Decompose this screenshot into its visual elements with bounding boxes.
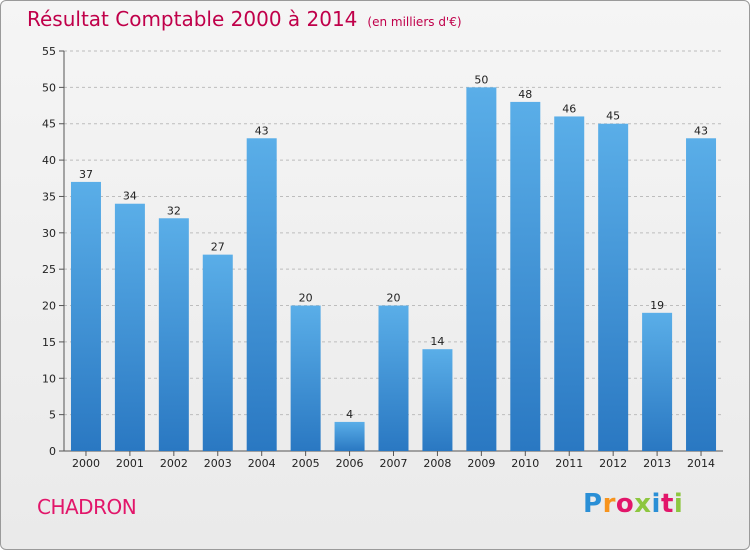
x-tick-label: 2003 (204, 457, 232, 470)
x-tick-label: 2008 (423, 457, 451, 470)
x-tick-label: 2005 (292, 457, 320, 470)
value-label-2010: 48 (518, 88, 532, 101)
y-tick-label: 25 (42, 263, 56, 276)
value-label-2000: 37 (79, 168, 93, 181)
x-tick-label: 2010 (511, 457, 539, 470)
value-label-2006: 4 (346, 408, 353, 421)
bar-2005 (290, 305, 321, 451)
y-tick-label: 55 (42, 45, 56, 58)
commune-name: CHADRON (37, 495, 137, 519)
bar-2001 (114, 203, 145, 451)
value-label-2003: 27 (211, 241, 225, 254)
value-label-2014: 43 (694, 124, 708, 137)
y-tick-label: 20 (42, 300, 56, 313)
x-tick-label: 2000 (72, 457, 100, 470)
bar-2006 (334, 421, 365, 451)
bar-2012 (598, 123, 629, 452)
bar-2010 (510, 101, 541, 451)
y-tick-label: 40 (42, 154, 56, 167)
x-tick-label: 2004 (248, 457, 276, 470)
y-tick-label: 15 (42, 336, 56, 349)
bar-2000 (70, 181, 101, 451)
data-labels: 37 34 32 27 43 20 4 20 14 50 48 46 45 19 43 (79, 73, 708, 421)
value-label-2005: 20 (299, 292, 313, 305)
value-label-2012: 45 (606, 110, 620, 123)
y-tick-label: 10 (42, 372, 56, 385)
value-label-2004: 43 (255, 124, 269, 137)
x-tick-label: 2012 (599, 457, 627, 470)
bar-2003 (202, 254, 233, 451)
bar-2009 (466, 87, 497, 451)
bar-2004 (246, 138, 277, 452)
bar-2007 (378, 305, 409, 451)
bar-2011 (554, 116, 585, 452)
proxiti-logo[interactable]: Proxiti (583, 489, 684, 519)
y-tick-label: 5 (49, 409, 56, 422)
bar-2008 (422, 349, 453, 451)
chart-subtitle: (en milliers d'€) (367, 15, 462, 29)
x-tick-label: 2001 (116, 457, 144, 470)
value-label-2011: 46 (562, 102, 576, 115)
y-tick-label: 35 (42, 190, 56, 203)
y-tick-label: 50 (42, 81, 56, 94)
x-tick-label: 2013 (643, 457, 671, 470)
value-label-2013: 19 (650, 299, 664, 312)
y-tick-label: 0 (49, 445, 56, 458)
chart-title-text: Résultat Comptable 2000 à 2014 (27, 7, 358, 31)
x-tick-label: 2014 (687, 457, 715, 470)
x-tick-label: 2011 (555, 457, 583, 470)
y-tick-label: 30 (42, 227, 56, 240)
bar-2002 (158, 218, 189, 451)
x-tick-label: 2007 (380, 457, 408, 470)
bars (70, 87, 717, 452)
y-tick-label: 45 (42, 118, 56, 131)
value-label-2001: 34 (123, 190, 137, 203)
chart-title: Résultat Comptable 2000 à 2014 (en millie… (27, 7, 462, 31)
bar-2013 (642, 312, 673, 451)
x-tick-label: 2006 (336, 457, 364, 470)
value-label-2007: 20 (387, 292, 401, 305)
bar-2014 (686, 138, 717, 452)
x-tick-label: 2009 (467, 457, 495, 470)
x-tick-label: 2002 (160, 457, 188, 470)
value-label-2009: 50 (474, 73, 488, 86)
value-label-2002: 32 (167, 204, 181, 217)
value-label-2008: 14 (430, 335, 444, 348)
